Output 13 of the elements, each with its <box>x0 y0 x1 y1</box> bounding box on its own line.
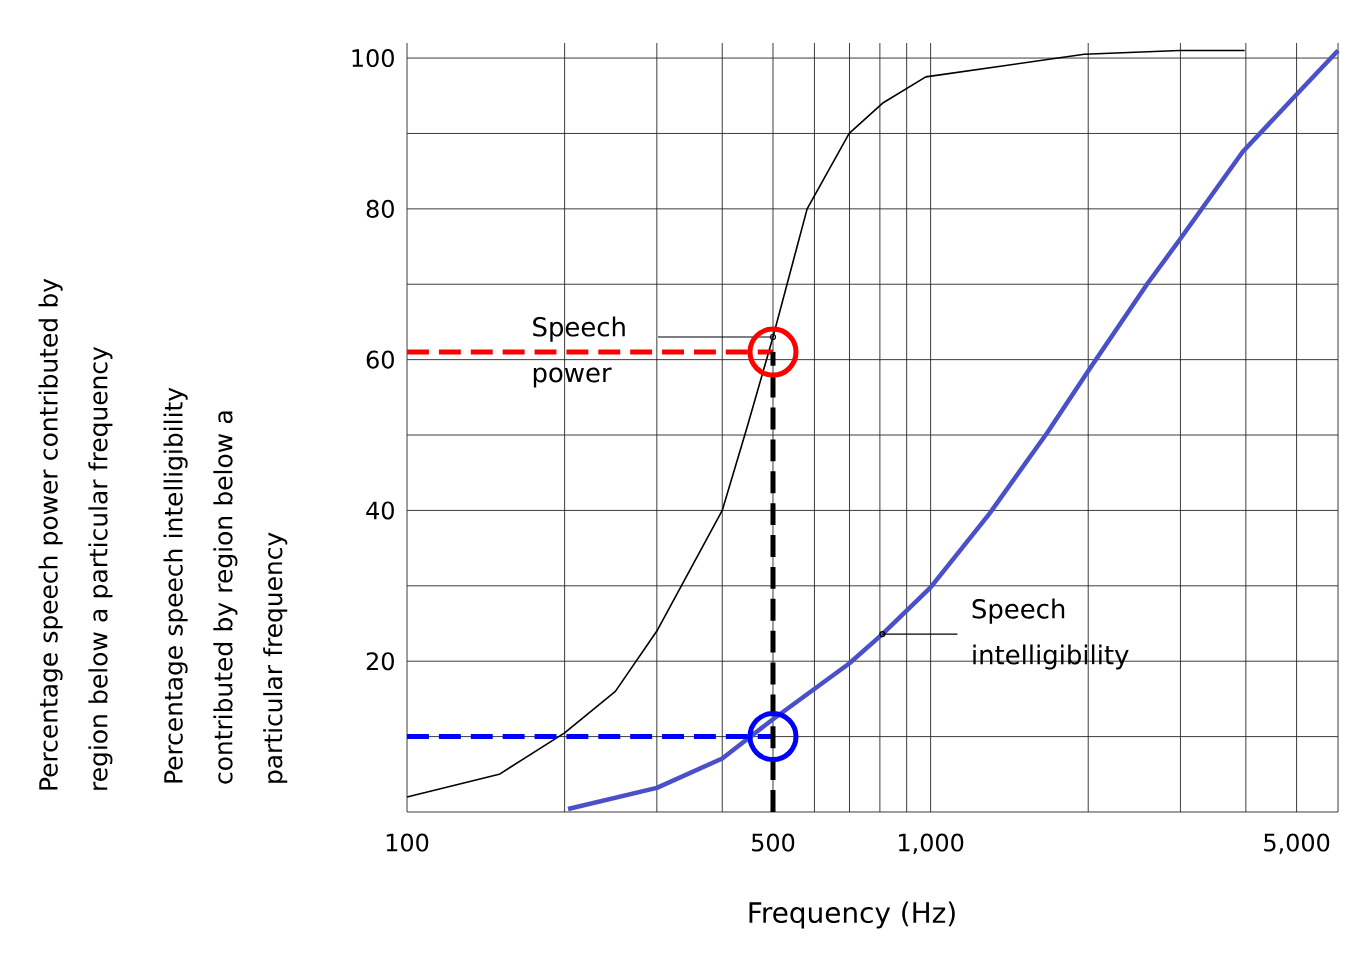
x-axis-title: Frequency (Hz) <box>749 901 955 929</box>
y-tick-label: 80 <box>366 199 394 218</box>
x-tick-label: 1,000 <box>899 833 964 855</box>
text: Percentage speech power contributed by region below a particular frequency <box>38 278 113 790</box>
y-tick-label: 20 <box>366 652 394 671</box>
x-tick-label: 5,000 <box>1264 833 1330 855</box>
text: Percentage speech intelligibility contributed by region below a particular frequency <box>163 387 288 784</box>
y-tick-label: 100 <box>352 49 394 68</box>
x-tick-label: 500 <box>752 833 795 852</box>
y-tick-label: 60 <box>366 350 394 369</box>
legend-label: Speech intelligibility <box>972 598 1129 670</box>
y-tick-label: 40 <box>366 501 394 520</box>
x-tick-label: 100 <box>386 833 429 852</box>
